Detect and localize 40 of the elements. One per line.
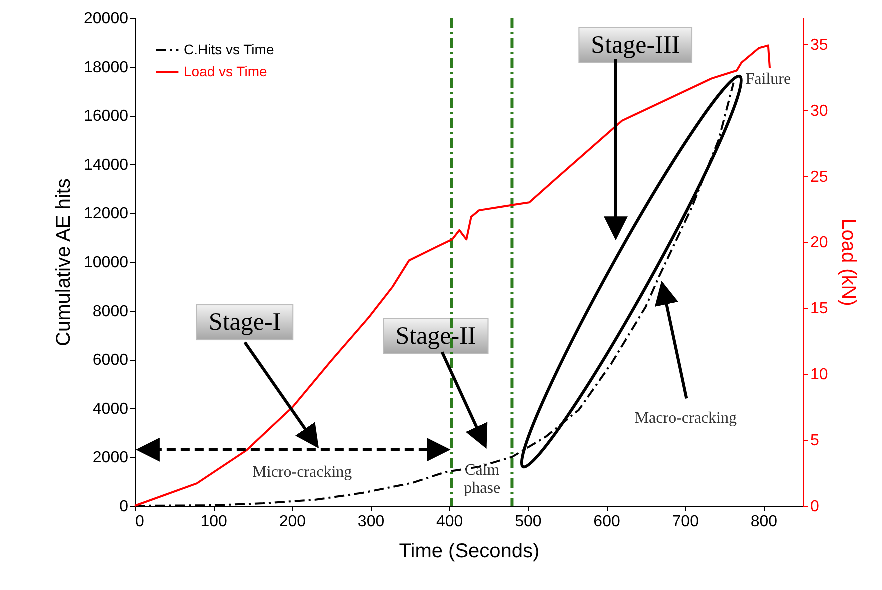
y2-tick-label: 0 [810,498,820,516]
legend-label: C.Hits vs Time [184,42,274,58]
y-tick-label: 6000 [92,352,129,370]
legend-label: Load vs Time [184,64,268,80]
y-tick-label: 2000 [92,450,129,467]
y-tick-label: 16000 [84,108,129,126]
y-tick-label: 8000 [92,303,129,320]
x-tick-label: 400 [436,514,464,530]
x-tick-label: 300 [358,514,385,530]
y-tick-label: 12000 [84,206,129,223]
y2-axis-title: Load (kN) [837,218,860,306]
y2-tick-label: 5 [810,432,820,450]
x-tick-label: 0 [136,514,144,530]
y-tick-label: 4000 [92,400,129,418]
x-tick-label: 500 [515,514,542,530]
y2-tick-label: 10 [810,366,828,384]
y2-tick-label: 30 [810,102,828,120]
x-tick-label: 700 [672,514,700,530]
x-tick-label: 600 [594,514,620,530]
x-tick-label: 200 [279,514,306,530]
y2-tick-label: 20 [810,234,828,252]
x-axis-title: Time (Seconds) [399,540,540,562]
y-tick-label: 10000 [84,254,129,272]
y-tick-label: 14000 [84,156,129,174]
y-tick-label: 18000 [84,59,129,76]
y-tick-label: 0 [120,498,129,516]
y2-tick-label: 25 [810,168,828,186]
annotation: Stage-II [396,322,476,350]
annotation: Failure [746,71,792,88]
annotation: Macro-cracking [634,410,737,428]
x-tick-label: 100 [200,514,228,530]
y2-tick-label: 15 [810,300,828,318]
annotation: Stage-I [208,309,282,336]
x-tick-label: 800 [750,514,778,530]
y2-tick-label: 35 [810,36,828,54]
annotation: Calm phase [464,462,501,497]
annotation: Stage-III [591,32,680,59]
y-axis-title: Cumulative AE hits [53,178,76,346]
annotation: Micro-cracking [252,464,352,482]
y-tick-label: 20000 [84,10,129,28]
